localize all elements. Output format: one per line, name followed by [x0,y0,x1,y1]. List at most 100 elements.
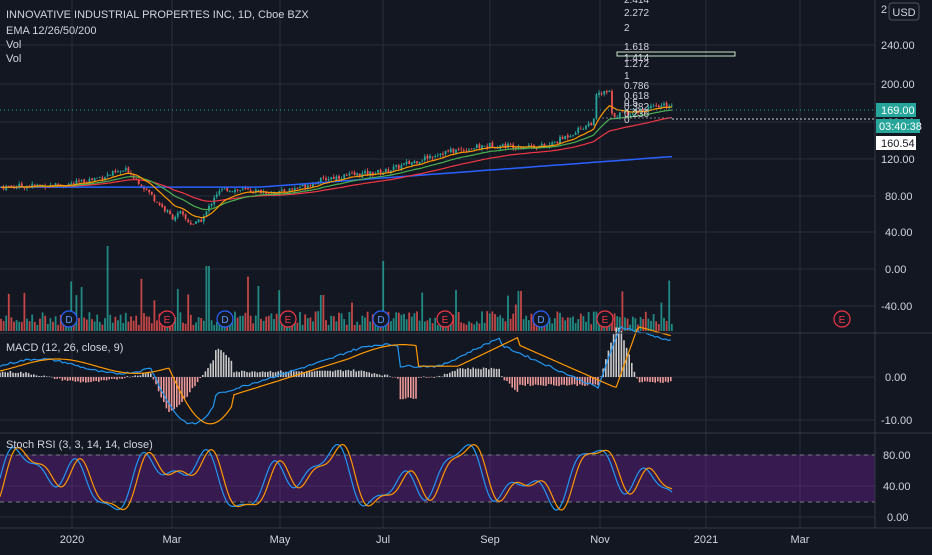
volume-bar [418,320,421,331]
macd-hist-bar [134,375,136,377]
event-label: E [602,315,609,326]
volume-bar [585,321,587,331]
candle-body [442,153,444,155]
fib-level-box[interactable] [616,51,736,57]
macd-hist-bar [371,373,373,377]
candle-body [109,175,112,176]
stoch-tick: 80.00 [883,450,911,462]
earnings-marker[interactable]: E [436,310,454,328]
candle-body [325,178,327,181]
volume-bar [101,324,104,331]
candle-body [395,164,398,167]
volume-bar [278,290,281,331]
volume-bar [652,314,655,331]
volume-bar [189,314,192,331]
volume-bar [348,311,351,331]
macd-hist-bar [85,377,87,383]
volume-bar [252,323,255,331]
macd-hist-bar [235,371,238,377]
fib-level-label: 0.786 [624,81,649,92]
currency-label: USD [892,7,915,19]
ema-12-line [0,104,672,219]
candle-body [452,148,455,153]
candle-body [358,173,361,177]
candle-body [387,169,390,173]
candle-body [509,143,512,145]
macd-hist-bar [118,377,121,379]
candle-body [340,178,343,180]
volume-bar [556,311,559,331]
candle-body [226,187,229,192]
macd-hist-bar [441,376,443,378]
dividend-marker[interactable]: D [216,310,234,328]
volume-bar [416,311,418,331]
time-tick: Sep [480,534,500,546]
volume-bar [572,316,574,331]
volume-bar [215,322,218,331]
volume-bar [631,316,634,331]
volume-bar [187,294,190,331]
volume-bar [132,320,135,331]
volume-bar [231,316,234,331]
earnings-marker[interactable]: E [833,310,851,328]
candle-body [33,184,36,186]
macd-hist-bar [77,377,79,382]
candle-body [377,170,379,173]
candle-body [93,178,96,181]
candle-body [353,172,356,176]
candle-body [439,153,442,156]
currency-button[interactable] [888,2,920,21]
macd-hist-bar [105,377,108,381]
volume-bar [455,289,457,331]
macd-hist-bar [74,377,77,382]
macd-hist-bar [51,376,53,378]
candle-body [166,210,169,212]
earnings-marker[interactable]: E [158,310,176,328]
candle-body [179,211,182,214]
volume-bar [218,320,221,331]
fib-level-label: 0.5 [624,98,638,109]
dividend-marker[interactable]: D [60,310,78,328]
volume-bar [10,317,13,331]
candle-body [148,189,151,193]
candle-body [657,105,660,108]
event-label: E [442,315,449,326]
earnings-marker[interactable]: E [279,310,297,328]
macd-hist-bar [485,367,487,377]
candle-body [631,113,634,115]
dividend-marker[interactable]: D [532,310,550,328]
candle-body [543,144,546,147]
volume-bar [80,286,83,331]
earnings-marker[interactable]: E [596,310,614,328]
macd-hist-bar [662,377,664,383]
candle-body [72,183,75,185]
macd-hist-bar [480,369,482,377]
candle-body [574,132,577,135]
candle-body [78,180,80,182]
macd-hist-bar [56,377,58,379]
volume-bar [559,312,561,331]
candle-body [111,171,114,176]
volume-bar [49,318,52,331]
volume-bar [31,314,34,331]
candle-body [15,187,18,189]
volume-bar [421,292,424,331]
macd-hist-bar [605,359,607,377]
volume-bar [197,317,200,331]
volume-bar [44,315,47,331]
candle-body [18,183,21,188]
fib-extension[interactable]: 2.414 2.272 2 1.6181.4141.27210.7860.6180.5… [602,0,736,126]
volume-bar [184,323,187,331]
volume-bar [390,321,392,331]
dividend-marker[interactable]: D [372,310,390,328]
candle-body [57,183,60,186]
candle-body [590,122,593,126]
candle-body [475,144,478,149]
volume-bar [488,313,491,331]
volume-bar [109,314,112,331]
macd-hist-bar [43,375,45,377]
event-label: D [377,315,384,326]
macd-hist-bar [0,372,1,377]
